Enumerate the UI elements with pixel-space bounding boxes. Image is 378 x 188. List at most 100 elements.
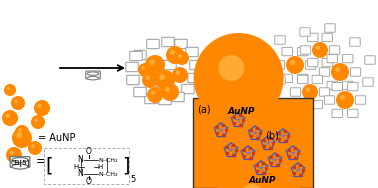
FancyBboxPatch shape: [332, 82, 342, 91]
FancyBboxPatch shape: [322, 58, 332, 67]
Circle shape: [15, 125, 29, 139]
Circle shape: [331, 63, 349, 81]
Circle shape: [12, 128, 32, 148]
FancyBboxPatch shape: [190, 60, 202, 70]
FancyBboxPatch shape: [86, 71, 100, 79]
Circle shape: [336, 91, 354, 109]
Text: N: N: [77, 155, 84, 164]
FancyBboxPatch shape: [265, 56, 275, 64]
FancyBboxPatch shape: [162, 37, 174, 47]
FancyBboxPatch shape: [312, 75, 322, 84]
Circle shape: [145, 55, 165, 75]
Text: H: H: [98, 164, 103, 170]
FancyBboxPatch shape: [355, 96, 366, 104]
Circle shape: [340, 95, 345, 100]
FancyBboxPatch shape: [332, 109, 342, 118]
FancyBboxPatch shape: [145, 94, 157, 104]
Text: 5: 5: [130, 176, 135, 184]
Bar: [44, 148, 129, 184]
FancyBboxPatch shape: [274, 61, 285, 69]
FancyBboxPatch shape: [275, 36, 285, 44]
FancyBboxPatch shape: [312, 100, 322, 109]
FancyBboxPatch shape: [186, 47, 198, 57]
FancyBboxPatch shape: [130, 51, 142, 61]
Circle shape: [147, 87, 163, 103]
Ellipse shape: [12, 158, 28, 162]
Text: O: O: [85, 148, 91, 156]
Text: O: O: [85, 177, 91, 186]
FancyBboxPatch shape: [308, 58, 318, 67]
FancyBboxPatch shape: [363, 78, 373, 86]
Circle shape: [28, 141, 42, 155]
Circle shape: [16, 132, 22, 138]
Circle shape: [240, 184, 264, 188]
FancyBboxPatch shape: [245, 71, 259, 79]
FancyBboxPatch shape: [324, 96, 335, 104]
Circle shape: [166, 46, 184, 64]
FancyBboxPatch shape: [319, 88, 330, 96]
Circle shape: [146, 76, 150, 80]
Circle shape: [37, 104, 42, 108]
Text: (a): (a): [197, 104, 211, 114]
Circle shape: [172, 67, 188, 83]
FancyBboxPatch shape: [127, 75, 139, 85]
FancyBboxPatch shape: [329, 46, 340, 54]
Circle shape: [160, 74, 165, 80]
FancyBboxPatch shape: [164, 60, 176, 70]
FancyBboxPatch shape: [308, 33, 318, 42]
Circle shape: [335, 67, 340, 72]
FancyBboxPatch shape: [300, 46, 311, 54]
Ellipse shape: [87, 72, 99, 75]
Circle shape: [170, 50, 175, 55]
FancyBboxPatch shape: [347, 82, 358, 91]
Text: N: N: [77, 170, 84, 178]
Circle shape: [31, 115, 45, 129]
FancyBboxPatch shape: [182, 84, 194, 94]
Circle shape: [175, 70, 180, 75]
Text: AuNP: AuNP: [249, 176, 276, 185]
FancyBboxPatch shape: [275, 76, 285, 84]
FancyBboxPatch shape: [297, 47, 308, 56]
Circle shape: [142, 72, 158, 88]
FancyBboxPatch shape: [319, 68, 330, 76]
Circle shape: [138, 63, 152, 77]
Ellipse shape: [87, 77, 99, 80]
Text: N–CH₂: N–CH₂: [99, 158, 118, 162]
FancyBboxPatch shape: [297, 75, 308, 84]
Text: CB[5]: CB[5]: [10, 160, 30, 166]
FancyBboxPatch shape: [151, 65, 163, 75]
FancyBboxPatch shape: [350, 38, 360, 46]
Text: [: [: [45, 156, 53, 176]
Circle shape: [286, 56, 304, 74]
FancyBboxPatch shape: [147, 39, 159, 49]
Circle shape: [7, 87, 10, 90]
Circle shape: [305, 88, 310, 92]
FancyBboxPatch shape: [297, 100, 308, 109]
Circle shape: [6, 114, 10, 118]
Circle shape: [218, 55, 245, 81]
FancyBboxPatch shape: [172, 92, 184, 102]
Circle shape: [149, 59, 155, 65]
Circle shape: [194, 33, 284, 123]
Text: AuNP: AuNP: [227, 107, 255, 116]
FancyBboxPatch shape: [342, 54, 353, 63]
FancyBboxPatch shape: [305, 61, 316, 69]
Circle shape: [302, 84, 318, 100]
Circle shape: [18, 128, 22, 132]
Text: = AuNP: = AuNP: [38, 133, 76, 143]
FancyBboxPatch shape: [347, 109, 358, 118]
Ellipse shape: [246, 72, 258, 75]
FancyBboxPatch shape: [297, 74, 308, 83]
FancyBboxPatch shape: [159, 95, 171, 105]
Text: ]: ]: [122, 156, 130, 176]
Text: H: H: [73, 164, 78, 170]
Circle shape: [34, 118, 38, 122]
FancyBboxPatch shape: [134, 87, 146, 97]
Ellipse shape: [12, 164, 28, 169]
FancyBboxPatch shape: [342, 81, 353, 90]
Text: (b): (b): [265, 131, 279, 141]
Circle shape: [312, 42, 328, 58]
FancyBboxPatch shape: [175, 39, 187, 49]
FancyBboxPatch shape: [282, 47, 293, 56]
Circle shape: [290, 60, 295, 65]
